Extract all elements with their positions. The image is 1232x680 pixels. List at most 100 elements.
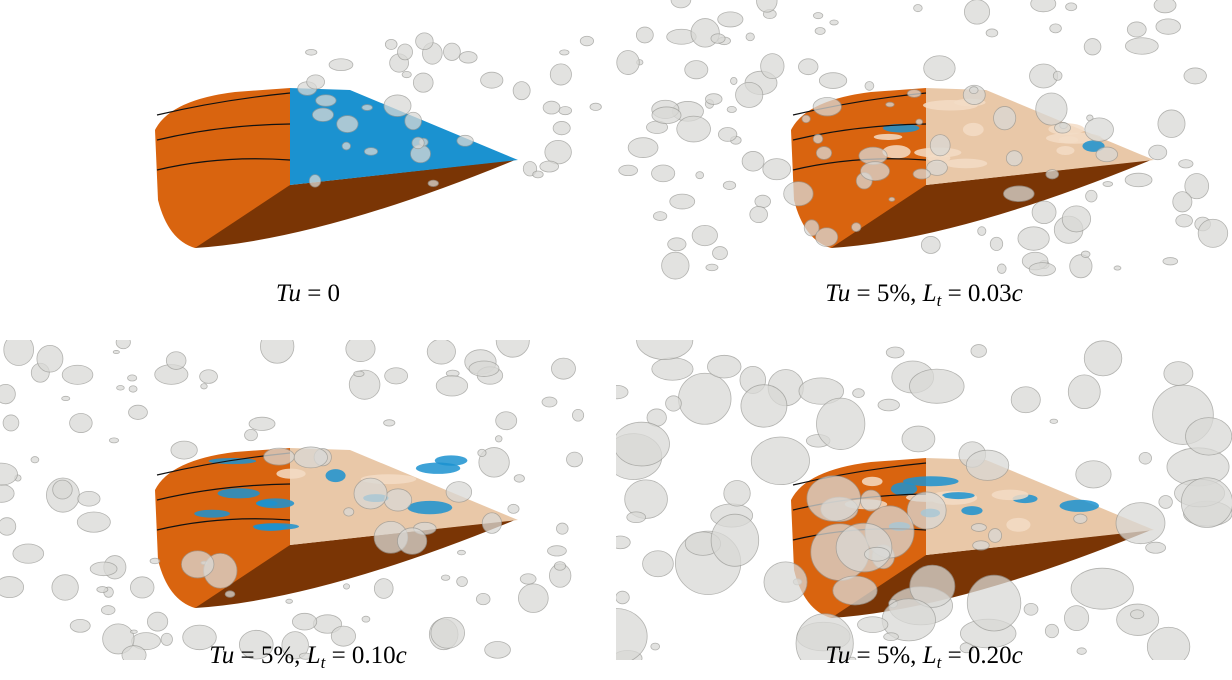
vortex-blob [306, 49, 317, 55]
vortex-blob [130, 577, 154, 598]
vortex-blob [807, 476, 861, 521]
vortex-blob [813, 13, 822, 19]
vortex-blob [921, 236, 940, 253]
vortex-blob [705, 94, 722, 105]
vortex-blob [685, 61, 708, 79]
surface-streak [326, 469, 346, 482]
caption-part: L [307, 642, 321, 669]
vortex-blob [678, 373, 731, 424]
vortex-blob [997, 264, 1006, 273]
surface-streak [1006, 518, 1030, 532]
caption-part: c [1012, 642, 1023, 669]
vortex-blob [886, 102, 895, 107]
caption-part: = 5%, [234, 642, 306, 669]
vortex-blob [913, 169, 930, 179]
vortex-blob [566, 452, 582, 467]
vortex-blob [1046, 170, 1059, 179]
panel: Tu = 5%, Lt = 0.20c [616, 340, 1232, 680]
surface-streak [992, 490, 1029, 500]
vortex-blob [723, 181, 735, 189]
vortex-blob [696, 172, 704, 179]
surface-streak [254, 524, 288, 531]
vortex-blob [627, 512, 646, 523]
vortex-blob [861, 162, 890, 181]
vortex-blob [37, 345, 63, 372]
vortex-blob [1006, 151, 1022, 166]
vortex-blob [62, 396, 70, 400]
vortex-blob [556, 523, 568, 534]
vortex-blob [692, 225, 717, 245]
render [616, 0, 1232, 280]
vortex-blob [513, 82, 530, 100]
vortex-blob [652, 107, 681, 124]
vortex-blob [1164, 362, 1193, 386]
vortex-blob [864, 547, 889, 561]
vortex-blob [971, 345, 987, 358]
vortex-blob [572, 409, 583, 421]
vortex-blob [1031, 0, 1056, 12]
vortex-blob [116, 340, 130, 349]
vortex-blob [751, 437, 809, 485]
vortex-blob [1114, 266, 1121, 270]
vortex-blob [533, 171, 544, 178]
vortex-blob [309, 175, 321, 187]
vortex-blob [70, 619, 90, 632]
vortex-blob [990, 237, 1002, 250]
vortex-blob [1085, 118, 1114, 142]
vortex-blob [200, 370, 218, 384]
vortex-blob [1032, 201, 1056, 224]
vortex-blob [731, 77, 738, 84]
vortex-blob [481, 72, 503, 88]
vortex-blob [150, 558, 160, 564]
vortex-blob [427, 340, 455, 364]
caption-part: = 0.10 [325, 642, 395, 669]
vortex-blob [307, 75, 325, 89]
vortex-blob [711, 34, 725, 44]
vortex-blob [967, 575, 1021, 631]
vortex-blob [813, 134, 823, 143]
vortex-blob [813, 98, 841, 116]
vortex-blob [343, 584, 349, 589]
airfoil [791, 88, 1154, 248]
vortex-blob [1116, 503, 1165, 544]
vortex-blob [1181, 478, 1232, 528]
vortex-blob [616, 536, 630, 549]
vortex-blob [316, 95, 336, 107]
vortex-blob [70, 413, 93, 432]
vortex-blob [1184, 68, 1206, 84]
vortex-blob [1130, 610, 1143, 619]
vortex-blob [329, 59, 353, 71]
vortex-blob [260, 340, 293, 363]
vortex-blob [4, 340, 34, 366]
vortex-blob [966, 450, 1009, 480]
vortex-blob [836, 523, 892, 572]
vortex-blob [1159, 496, 1173, 509]
vortex-blob [181, 551, 214, 578]
vortex-blob [374, 579, 393, 599]
vortex-blob [1068, 375, 1100, 409]
vortex-blob [616, 591, 629, 604]
vortex-blob [718, 128, 736, 142]
vortex-blob [1064, 606, 1088, 631]
vortex-blob [405, 112, 422, 130]
vortex-blob [1179, 160, 1193, 168]
vortex-blob [1011, 387, 1040, 413]
vortex-blob [724, 481, 750, 507]
vortex-blob [225, 591, 235, 598]
surface-streak [1056, 146, 1074, 155]
vortex-blob [362, 105, 373, 111]
vortex-blob [0, 518, 16, 536]
caption-part: c [396, 642, 407, 669]
vortex-blob [1053, 71, 1062, 80]
vortex-blob [1050, 24, 1062, 33]
vortex-blob [652, 358, 693, 380]
vortex-blob [128, 375, 137, 381]
vortex-blob [337, 116, 358, 133]
caption-part: Tu [209, 642, 234, 669]
render [0, 0, 616, 270]
vortex-blob [1018, 227, 1049, 250]
vortex-blob [354, 371, 364, 377]
vortex-blob [441, 575, 450, 580]
vortex-blob [886, 347, 904, 358]
vortex-blob [746, 33, 754, 41]
